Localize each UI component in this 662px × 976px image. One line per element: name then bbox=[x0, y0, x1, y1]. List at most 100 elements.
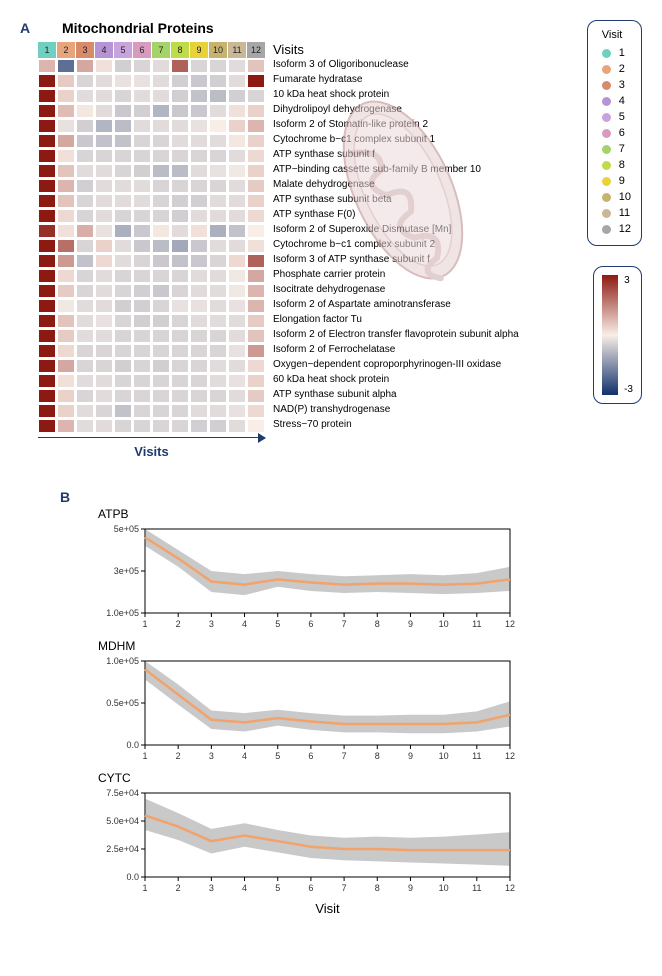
svg-text:2.5e+04: 2.5e+04 bbox=[106, 844, 139, 854]
heatmap-cell bbox=[38, 164, 56, 178]
heatmap-cell bbox=[95, 164, 113, 178]
heatmap-cell bbox=[38, 209, 56, 223]
svg-text:7: 7 bbox=[342, 751, 347, 761]
heatmap-cell bbox=[228, 389, 246, 403]
heatmap-cell bbox=[76, 224, 94, 238]
heatmap-cell bbox=[133, 329, 151, 343]
x-axis-arrow bbox=[38, 437, 265, 438]
heatmap-cell bbox=[228, 284, 246, 298]
heatmap-cell bbox=[38, 359, 56, 373]
heatmap-cell bbox=[228, 344, 246, 358]
heatmap-cell bbox=[38, 344, 56, 358]
heatmap-cell bbox=[57, 239, 75, 253]
legend-row: 10 bbox=[602, 189, 631, 205]
heatmap-cell bbox=[209, 134, 227, 148]
heatmap-cell bbox=[209, 149, 227, 163]
heatmap-cell bbox=[95, 119, 113, 133]
heatmap-title: Mitochondrial Proteins bbox=[62, 20, 519, 36]
heatmap-cell bbox=[152, 404, 170, 418]
heatmap-cell bbox=[190, 104, 208, 118]
heatmap-cell bbox=[247, 194, 265, 208]
scale-max: 3 bbox=[624, 275, 633, 286]
legend-dot bbox=[602, 145, 611, 154]
heatmap-cell bbox=[228, 299, 246, 313]
heatmap-cell bbox=[57, 344, 75, 358]
heatmap-cell bbox=[114, 179, 132, 193]
heatmap-cell bbox=[247, 134, 265, 148]
heatmap-cell bbox=[114, 269, 132, 283]
legend-label: 3 bbox=[619, 79, 625, 91]
heatmap-cell bbox=[57, 119, 75, 133]
heatmap-cell bbox=[228, 194, 246, 208]
heatmap-cell bbox=[228, 224, 246, 238]
legend-dot bbox=[602, 97, 611, 106]
svg-text:5: 5 bbox=[275, 751, 280, 761]
legend-row: 3 bbox=[602, 77, 631, 93]
heatmap-cell bbox=[38, 119, 56, 133]
legend-label: 12 bbox=[619, 223, 631, 235]
heatmap-cell bbox=[38, 374, 56, 388]
legend-label: 6 bbox=[619, 127, 625, 139]
heatmap-cell bbox=[247, 284, 265, 298]
legend-label: 4 bbox=[619, 95, 625, 107]
heatmap-cell bbox=[76, 74, 94, 88]
heatmap-cell bbox=[190, 164, 208, 178]
heatmap-cell bbox=[76, 104, 94, 118]
heatmap-cell bbox=[171, 329, 189, 343]
heatmap-cell bbox=[228, 254, 246, 268]
legend-label: 1 bbox=[619, 47, 625, 59]
chart-title: CYTC bbox=[98, 771, 520, 785]
heatmap-cell bbox=[209, 179, 227, 193]
heatmap-cell bbox=[247, 269, 265, 283]
heatmap-cell bbox=[171, 149, 189, 163]
heatmap-cell bbox=[171, 119, 189, 133]
heatmap-cell bbox=[57, 254, 75, 268]
chart-svg: 1.0e+05 3e+05 5e+05 1 2 3 4 5 6 7 8 9 bbox=[90, 523, 520, 633]
row-label: Cytochrome b−c1 complex subunit 1 bbox=[273, 132, 519, 147]
svg-text:3e+05: 3e+05 bbox=[114, 566, 139, 576]
heatmap-cell bbox=[171, 404, 189, 418]
heatmap-cell bbox=[133, 239, 151, 253]
heatmap-cell bbox=[152, 164, 170, 178]
heatmap-cell bbox=[133, 284, 151, 298]
heatmap-cell bbox=[190, 194, 208, 208]
visit-legend: Visit 123456789101112 bbox=[587, 20, 642, 246]
col-header-cell: 5 bbox=[114, 42, 132, 58]
legend-dot bbox=[602, 81, 611, 90]
row-label: Isoform 2 of Ferrochelatase bbox=[273, 342, 519, 357]
svg-text:1: 1 bbox=[142, 751, 147, 761]
heatmap-cell bbox=[133, 134, 151, 148]
heatmap-cell bbox=[190, 419, 208, 433]
color-scale-bar bbox=[602, 275, 618, 395]
heatmap-cell bbox=[228, 134, 246, 148]
heatmap-cell bbox=[247, 149, 265, 163]
heatmap-cell bbox=[57, 389, 75, 403]
panel-a: A Mitochondrial Proteins 123456789101112… bbox=[20, 20, 642, 459]
heatmap-cell bbox=[152, 314, 170, 328]
svg-text:12: 12 bbox=[505, 883, 515, 893]
heatmap-cell bbox=[152, 254, 170, 268]
col-header-cell: 1 bbox=[38, 42, 56, 58]
line-chart: MDHM 0.0 0.5e+05 1.0e+05 1 2 3 4 5 6 bbox=[90, 639, 520, 765]
heatmap-cell bbox=[114, 164, 132, 178]
heatmap-cell bbox=[190, 404, 208, 418]
svg-text:0.0: 0.0 bbox=[126, 872, 139, 882]
heatmap-cell bbox=[247, 329, 265, 343]
legend-row: 6 bbox=[602, 125, 631, 141]
legend-dot bbox=[602, 209, 611, 218]
heatmap-cell bbox=[190, 209, 208, 223]
line-chart: CYTC 0.0 2.5e+04 5.0e+04 7.5e+04 1 2 3 4… bbox=[90, 771, 520, 919]
heatmap-cell bbox=[57, 284, 75, 298]
row-label: Isoform 2 of Superoxide Dismutase [Mn] bbox=[273, 222, 519, 237]
heatmap-cell bbox=[57, 164, 75, 178]
heatmap-cell bbox=[171, 239, 189, 253]
heatmap-cell bbox=[171, 269, 189, 283]
legend-label: 8 bbox=[619, 159, 625, 171]
heatmap-cell bbox=[114, 59, 132, 73]
svg-text:3: 3 bbox=[209, 619, 214, 629]
heatmap-cell bbox=[114, 89, 132, 103]
heatmap-cell bbox=[38, 59, 56, 73]
heatmap-cell bbox=[38, 329, 56, 343]
col-header-cell: 10 bbox=[209, 42, 227, 58]
heatmap-cell bbox=[95, 329, 113, 343]
